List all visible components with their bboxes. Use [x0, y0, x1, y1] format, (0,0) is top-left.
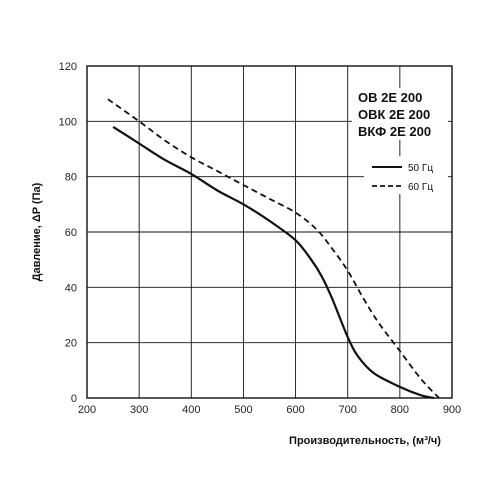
- legend-label-50hz: 50 Гц: [408, 163, 433, 174]
- x-tick-label: 600: [286, 404, 304, 416]
- series-lines: [107, 98, 440, 400]
- x-tick-label: 800: [391, 404, 409, 416]
- y-tick-label: 80: [65, 172, 77, 184]
- y-axis-title: Давление, ΔP (Па): [31, 182, 43, 281]
- y-tick-label: 0: [71, 393, 77, 405]
- model-label-ov: ОВ 2Е 200: [358, 90, 422, 105]
- y-tick-label: 60: [65, 227, 77, 239]
- series-line-50hz: [112, 125, 435, 400]
- model-label-vkf: ВКФ 2Е 200: [358, 124, 431, 139]
- legend-background: [364, 156, 448, 194]
- x-tick-label: 700: [339, 404, 357, 416]
- legend-label-60hz: 60 Гц: [408, 182, 433, 193]
- series-line-60hz: [107, 98, 440, 399]
- y-tick-label: 120: [59, 61, 77, 73]
- x-tick-label: 900: [443, 404, 461, 416]
- y-tick-label: 100: [59, 116, 77, 128]
- tick-labels: 200 300 400 500 600 700 800 900 0 20 40 60 80 100 120: [59, 61, 462, 416]
- model-labels-background: [352, 88, 448, 140]
- x-tick-label: 500: [234, 404, 252, 416]
- x-tick-label: 400: [182, 404, 200, 416]
- y-tick-label: 40: [65, 282, 77, 294]
- y-tick-label: 20: [65, 338, 77, 350]
- x-tick-label: 200: [78, 404, 96, 416]
- legend: 50 Гц 60 Гц: [364, 156, 448, 194]
- model-label-ovk: ОВК 2Е 200: [358, 107, 430, 122]
- x-axis-title: Производительность, (м³/ч): [289, 435, 441, 447]
- x-tick-label: 300: [130, 404, 148, 416]
